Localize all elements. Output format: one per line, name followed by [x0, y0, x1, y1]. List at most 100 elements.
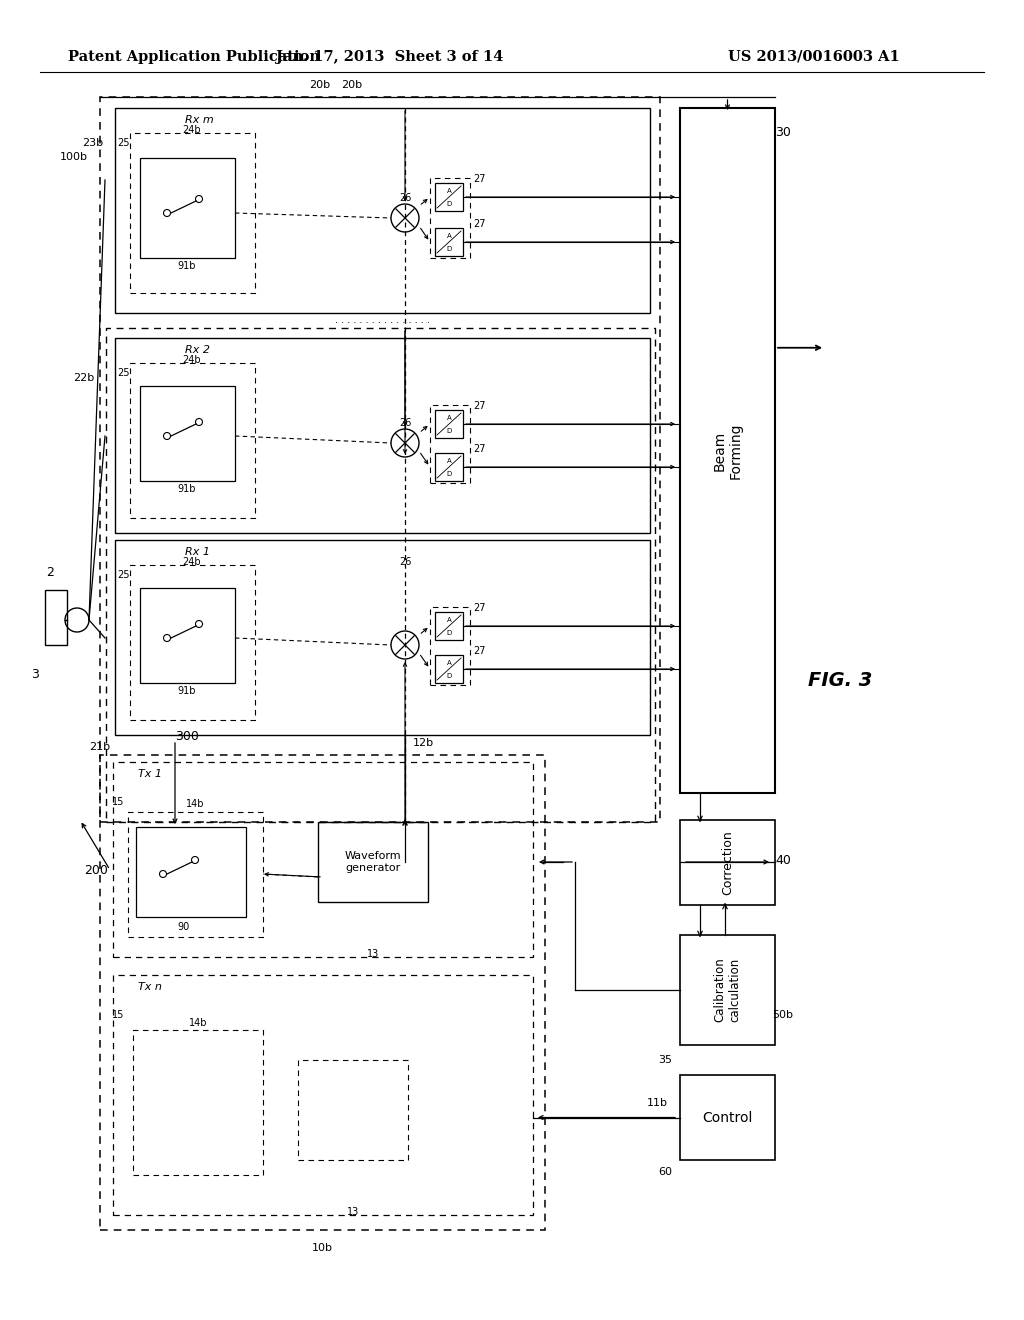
Text: 21b: 21b: [89, 742, 110, 752]
Bar: [435, 453, 463, 480]
Text: 12b: 12b: [413, 738, 434, 748]
Text: 25: 25: [117, 570, 129, 579]
Text: 23b: 23b: [82, 139, 103, 148]
Text: 300: 300: [175, 730, 199, 743]
Text: Tx n: Tx n: [138, 982, 162, 993]
Text: 91b: 91b: [178, 484, 197, 494]
Bar: [140, 158, 234, 257]
Text: Correction: Correction: [721, 830, 734, 895]
Text: 22b: 22b: [73, 374, 94, 383]
Text: 25: 25: [117, 139, 129, 148]
Text: Control: Control: [702, 1110, 753, 1125]
Bar: [318, 822, 428, 902]
Text: 100b: 100b: [60, 152, 88, 162]
Bar: [133, 1030, 263, 1175]
Text: 2: 2: [46, 565, 54, 578]
Bar: [430, 607, 470, 685]
Text: FIG. 3: FIG. 3: [808, 671, 872, 689]
Text: 27: 27: [473, 219, 485, 228]
Bar: [130, 565, 255, 719]
Text: A: A: [446, 189, 452, 194]
Text: US 2013/0016003 A1: US 2013/0016003 A1: [728, 50, 900, 63]
Text: A: A: [446, 234, 452, 239]
Text: 20b: 20b: [309, 81, 331, 90]
Text: 91b: 91b: [178, 686, 197, 696]
Text: 10b: 10b: [312, 1243, 333, 1253]
Bar: [140, 385, 234, 480]
Bar: [115, 108, 650, 313]
Text: D: D: [446, 673, 452, 678]
Bar: [430, 405, 470, 483]
Bar: [136, 828, 246, 917]
Bar: [100, 755, 545, 1230]
Bar: [140, 587, 234, 682]
Text: D: D: [446, 428, 452, 434]
Bar: [435, 228, 463, 256]
Text: Rx m: Rx m: [185, 115, 214, 125]
Text: 14b: 14b: [185, 799, 204, 809]
Text: 25: 25: [117, 368, 129, 378]
Text: 3: 3: [31, 668, 39, 681]
Bar: [298, 1060, 408, 1160]
Bar: [113, 762, 534, 957]
Text: 35: 35: [658, 1055, 672, 1065]
Text: 27: 27: [473, 603, 485, 612]
Text: Calibration
calculation: Calibration calculation: [714, 957, 741, 1023]
Bar: [130, 133, 255, 293]
Text: 11b: 11b: [647, 1097, 668, 1107]
Text: · · · · · · · · · · · · · · · ·: · · · · · · · · · · · · · · · ·: [335, 318, 430, 327]
Bar: [113, 975, 534, 1214]
Text: 30: 30: [775, 127, 791, 140]
Text: 20b: 20b: [341, 81, 362, 90]
Text: 200: 200: [84, 863, 108, 876]
Text: 40: 40: [775, 854, 791, 866]
Text: 91b: 91b: [178, 261, 197, 271]
Text: A: A: [446, 458, 452, 465]
Text: D: D: [446, 630, 452, 636]
Text: A: A: [446, 660, 452, 667]
Text: Jan. 17, 2013  Sheet 3 of 14: Jan. 17, 2013 Sheet 3 of 14: [276, 50, 504, 63]
Text: 27: 27: [473, 401, 485, 411]
Bar: [680, 820, 775, 906]
Text: Waveform
generator: Waveform generator: [345, 851, 401, 873]
Text: Beam
Forming: Beam Forming: [713, 422, 742, 479]
Bar: [680, 1074, 775, 1160]
Bar: [435, 411, 463, 438]
Text: 13: 13: [367, 949, 379, 960]
Text: 26: 26: [398, 557, 412, 568]
Text: 24b: 24b: [182, 125, 202, 135]
Text: 27: 27: [473, 174, 485, 183]
Bar: [435, 183, 463, 211]
Text: D: D: [446, 471, 452, 477]
Text: A: A: [446, 618, 452, 623]
Text: 13: 13: [347, 1206, 359, 1217]
Text: 15: 15: [112, 1010, 124, 1020]
Text: Patent Application Publication: Patent Application Publication: [68, 50, 319, 63]
Text: 50b: 50b: [772, 1010, 794, 1020]
Text: 14b: 14b: [188, 1018, 207, 1028]
Bar: [130, 363, 255, 517]
Text: 15: 15: [112, 797, 124, 807]
Text: 26: 26: [398, 418, 412, 428]
Bar: [115, 338, 650, 533]
Text: 24b: 24b: [182, 557, 202, 568]
Bar: [680, 108, 775, 793]
Bar: [435, 655, 463, 682]
Bar: [430, 178, 470, 257]
Text: 26: 26: [398, 193, 412, 203]
Bar: [100, 96, 660, 822]
Text: D: D: [446, 246, 452, 252]
Text: A: A: [446, 416, 452, 421]
Bar: [128, 812, 263, 937]
Text: 90: 90: [177, 921, 189, 932]
Text: 60: 60: [658, 1167, 672, 1177]
Bar: [680, 935, 775, 1045]
Text: Rx 1: Rx 1: [185, 546, 210, 557]
Bar: [106, 327, 655, 822]
Text: 27: 27: [473, 444, 485, 454]
Text: D: D: [446, 201, 452, 207]
Bar: [435, 612, 463, 640]
Text: 24b: 24b: [182, 355, 202, 366]
Text: Rx 2: Rx 2: [185, 345, 210, 355]
Bar: [45, 590, 67, 645]
